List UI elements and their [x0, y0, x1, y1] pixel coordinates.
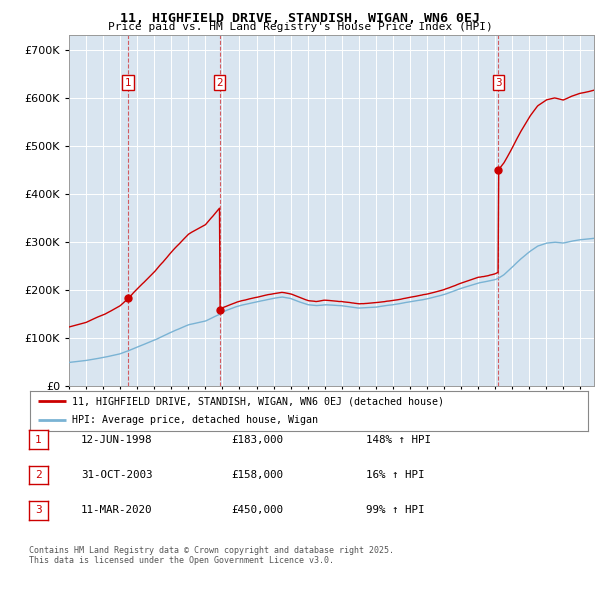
Text: 16% ↑ HPI: 16% ↑ HPI: [366, 470, 425, 480]
Text: HPI: Average price, detached house, Wigan: HPI: Average price, detached house, Wiga…: [72, 415, 318, 425]
Text: 99% ↑ HPI: 99% ↑ HPI: [366, 506, 425, 515]
Text: 2: 2: [216, 78, 223, 88]
Text: 12-JUN-1998: 12-JUN-1998: [81, 435, 152, 444]
Text: 1: 1: [35, 435, 42, 444]
Text: 3: 3: [35, 506, 42, 515]
Text: Price paid vs. HM Land Registry's House Price Index (HPI): Price paid vs. HM Land Registry's House …: [107, 22, 493, 32]
Text: 11, HIGHFIELD DRIVE, STANDISH, WIGAN, WN6 0EJ (detached house): 11, HIGHFIELD DRIVE, STANDISH, WIGAN, WN…: [72, 396, 444, 407]
Text: £158,000: £158,000: [231, 470, 283, 480]
Text: Contains HM Land Registry data © Crown copyright and database right 2025.
This d: Contains HM Land Registry data © Crown c…: [29, 546, 394, 565]
Text: 1: 1: [125, 78, 131, 88]
Text: 31-OCT-2003: 31-OCT-2003: [81, 470, 152, 480]
Text: 11, HIGHFIELD DRIVE, STANDISH, WIGAN, WN6 0EJ: 11, HIGHFIELD DRIVE, STANDISH, WIGAN, WN…: [120, 12, 480, 25]
Text: 2: 2: [35, 470, 42, 480]
Text: £450,000: £450,000: [231, 506, 283, 515]
Text: 11-MAR-2020: 11-MAR-2020: [81, 506, 152, 515]
Text: 3: 3: [495, 78, 502, 88]
Text: £183,000: £183,000: [231, 435, 283, 444]
Text: 148% ↑ HPI: 148% ↑ HPI: [366, 435, 431, 444]
